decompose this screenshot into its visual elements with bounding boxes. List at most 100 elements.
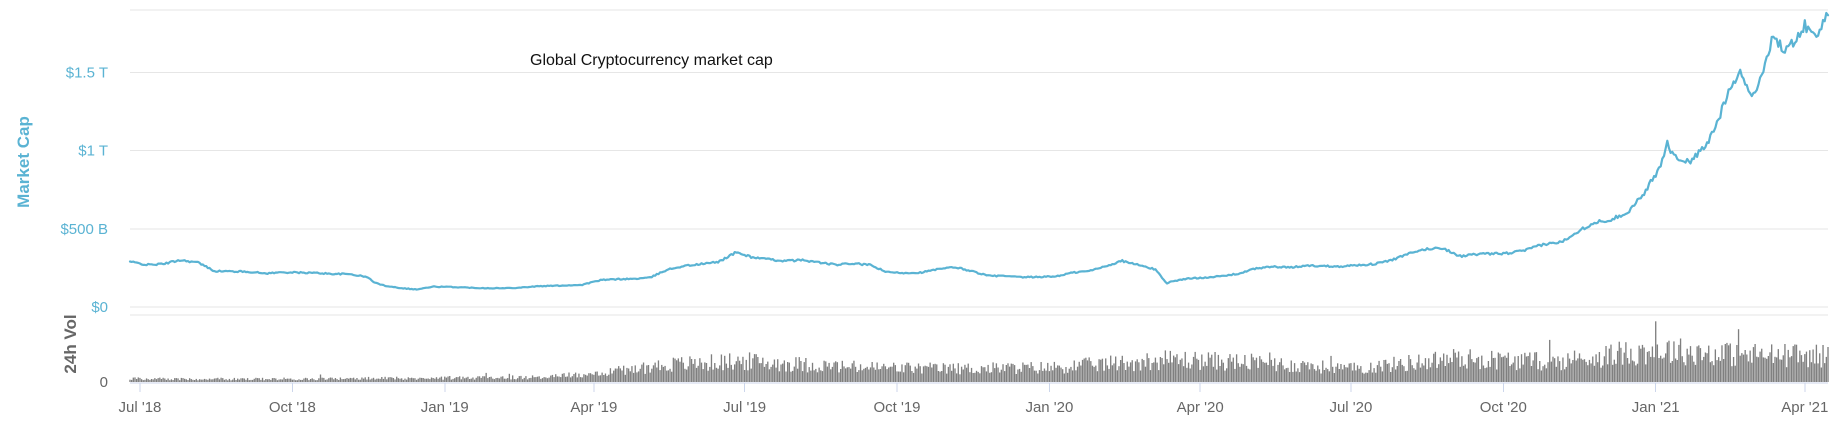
volume-bar [724,355,726,382]
volume-bar [830,369,832,382]
volume-bar [503,378,506,382]
volume-bar [1151,363,1153,382]
volume-bar [641,364,643,382]
volume-bar [1310,363,1312,382]
volume-bar [500,376,502,382]
volume-bar [323,377,325,382]
volume-bar [1012,363,1014,382]
volume-bar [1136,359,1138,382]
volume-bar [586,375,588,382]
volume-bar [782,363,784,382]
volume-bar [376,378,378,382]
volume-bar [281,379,284,382]
volume-bar [836,362,839,382]
volume-bar [758,363,761,382]
volume-bar [1143,360,1145,382]
volume-bar [601,372,603,382]
volume-bar [1529,352,1531,382]
volume-bar [1348,363,1350,382]
volume-bar [540,378,542,382]
volume-bar [747,370,749,382]
volume-bar [1524,352,1526,382]
volume-bar [1166,359,1168,382]
volume-bar [1360,366,1362,382]
volume-bar [157,378,159,382]
y-tick-label: $500 B [60,221,108,238]
volume-bar [574,372,577,382]
volume-bar [752,358,754,382]
volume-bar [1431,362,1433,382]
x-tick-label: Jul '18 [118,399,161,416]
volume-bar [455,377,458,382]
volume-bar [1532,360,1534,382]
volume-bar [1476,358,1478,382]
x-tick-label: Jul '19 [723,399,766,416]
volume-bar [712,369,714,382]
volume-bar [1655,321,1657,382]
volume-bar [1211,354,1213,382]
volume-bar [245,379,247,382]
volume-bar [1194,351,1196,382]
volume-bar [1159,357,1162,382]
volume-bar [1350,363,1352,382]
volume-bar [1592,356,1594,382]
volume-bar [1057,365,1059,382]
volume-bar [627,368,630,382]
volume-bar [545,377,547,382]
volume-bar [1746,354,1748,382]
volume-bar [1722,359,1725,382]
volume-bar [844,368,847,382]
y-tick-label: $1.5 T [66,65,108,82]
volume-bar [1179,359,1181,382]
volume-bar [462,376,464,382]
volume-bar [823,360,825,382]
volume-bar [1583,359,1586,382]
volume-bar [280,379,282,382]
volume-bar [1186,367,1188,382]
volume-bar [142,380,144,382]
volume-bar [454,378,456,382]
volume-bar [783,360,786,382]
volume-bar [1817,363,1819,382]
volume-bar [680,357,683,382]
volume-bar [664,365,666,382]
volume-bar [318,378,320,382]
volume-bar [951,370,953,382]
volume-bar [283,377,285,382]
volume-bar [853,360,855,382]
volume-bar [162,377,164,382]
volume-bar [1187,362,1190,382]
volume-bar [510,379,512,382]
volume-bar [1792,346,1794,382]
volume-bar [457,377,459,382]
volume-bar [1537,369,1539,382]
volume-bar [1507,352,1509,382]
volume-bar [237,378,239,382]
volume-axis-title: 24h Vol [61,314,80,373]
volume-bar [955,373,958,382]
volume-bar [1429,367,1432,382]
volume-bar [1439,357,1442,382]
volume-bar [1709,362,1712,382]
volume-bar [1353,362,1355,382]
volume-bar [1809,350,1811,382]
volume-bar [160,379,163,382]
volume-bar [270,379,272,382]
volume-bar [1144,366,1147,382]
volume-bar [1076,366,1079,382]
volume-bar [439,377,441,382]
volume-bar [412,378,414,382]
volume-bar [1245,365,1248,382]
volume-bar [944,364,946,382]
volume-bar [1401,364,1403,382]
volume-bar [1106,365,1109,382]
volume-bar [366,379,368,382]
volume-bar [1086,360,1089,382]
volume-bar [1479,369,1481,382]
volume-bar [1756,356,1758,382]
volume-bar [352,377,355,382]
volume-bar [419,377,421,382]
volume-bar [879,369,882,382]
volume-bar [301,379,303,382]
volume-bar [1492,358,1495,382]
